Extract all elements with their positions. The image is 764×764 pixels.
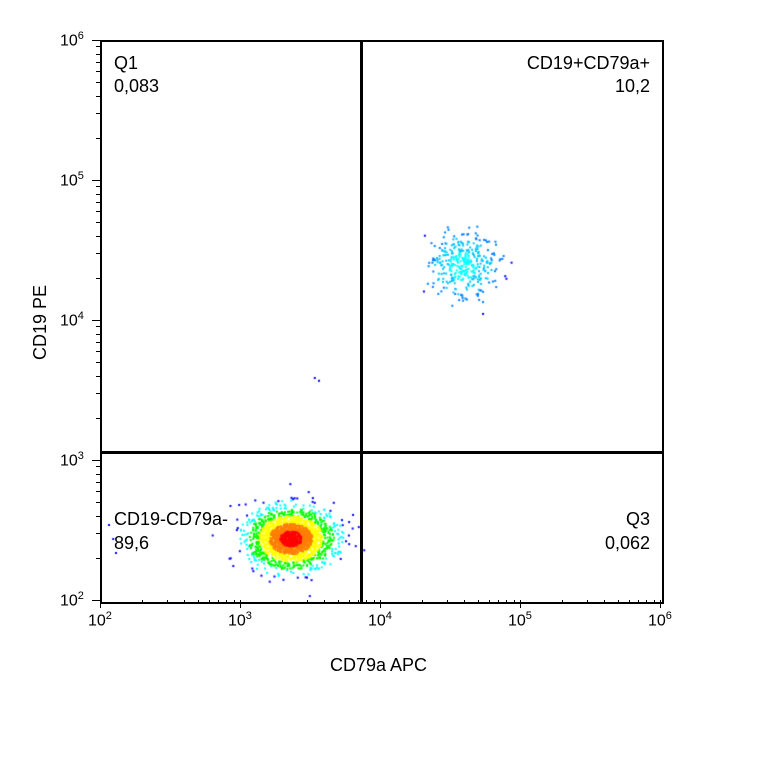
- x-tick-label: 102: [88, 610, 112, 630]
- q1-value: 0,083: [114, 75, 159, 98]
- quadrant-q1-label: Q1 0,083: [114, 52, 159, 99]
- q4-name: Q3: [626, 509, 650, 529]
- plot-area: Q1 0,083 CD19+CD79a+ 10,2 CD19-CD79a- 89…: [100, 40, 664, 604]
- quadrant-q3-label: CD19-CD79a- 89,6: [114, 508, 228, 555]
- flow-cytometry-plot-container: { "plot": { "type": "scatter", "left": 1…: [0, 0, 764, 764]
- y-tick-label: 103: [60, 450, 84, 470]
- quadrant-line-vertical: [360, 42, 363, 602]
- y-tick-label: 105: [60, 170, 84, 190]
- x-tick-label: 105: [508, 610, 532, 630]
- x-tick-label: 104: [368, 610, 392, 630]
- q3-value: 89,6: [114, 532, 228, 555]
- x-tick-label: 106: [648, 610, 672, 630]
- y-tick-label: 106: [60, 30, 84, 50]
- q4-value: 0,062: [605, 532, 650, 555]
- q1-name: Q1: [114, 53, 138, 73]
- q3-name: CD19-CD79a-: [114, 509, 228, 529]
- y-tick-label: 102: [60, 590, 84, 610]
- quadrant-q4-label: Q3 0,062: [605, 508, 650, 555]
- q2-name: CD19+CD79a+: [527, 53, 650, 73]
- q2-value: 10,2: [527, 75, 650, 98]
- x-axis-label: CD79a APC: [330, 655, 427, 676]
- quadrant-q2-label: CD19+CD79a+ 10,2: [527, 52, 650, 99]
- y-axis-label: CD19 PE: [30, 285, 51, 360]
- quadrant-line-horizontal: [102, 451, 662, 454]
- x-tick-label: 103: [228, 610, 252, 630]
- y-tick-label: 104: [60, 310, 84, 330]
